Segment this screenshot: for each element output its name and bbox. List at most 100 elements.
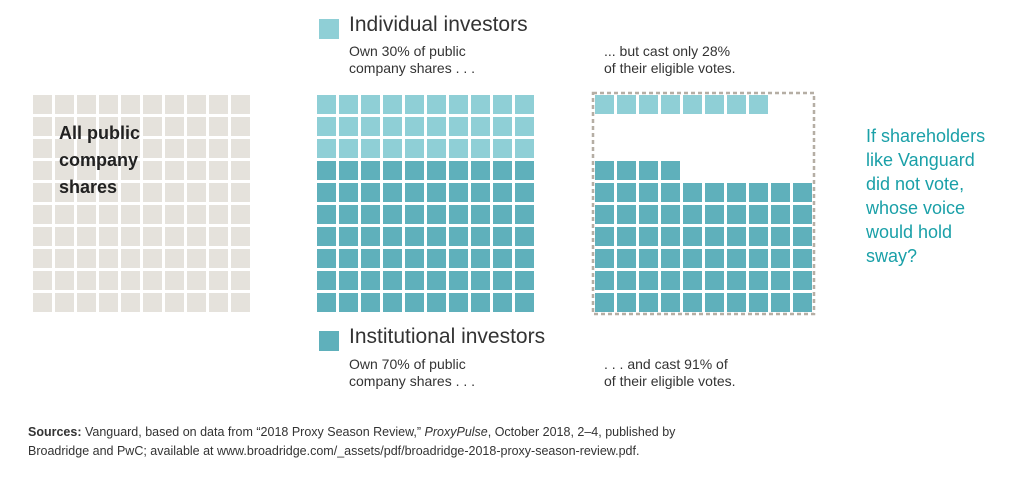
institutional-vote-cell [683, 183, 702, 202]
institutional-vote-cell [639, 227, 658, 246]
individual-share-cell [339, 139, 358, 158]
institutional-vote-cell [683, 293, 702, 312]
all-shares-title: All public company shares [59, 123, 140, 197]
individual-share-cell [361, 95, 380, 114]
all-shares-cell [121, 95, 140, 114]
all-shares-cell [121, 183, 140, 202]
all-shares-cell [187, 95, 206, 114]
institutional-share-cell [339, 271, 358, 290]
all-shares-cell [99, 249, 118, 268]
all-shares-cell [187, 271, 206, 290]
institutional-vote-cell [595, 293, 614, 312]
all-shares-cell [33, 139, 52, 158]
all-shares-cell [187, 117, 206, 136]
institutional-share-cell [449, 183, 468, 202]
all-shares-cell [121, 117, 140, 136]
institutional-share-cell [339, 183, 358, 202]
institutional-share-cell [317, 183, 336, 202]
institutional-share-cell [405, 161, 424, 180]
all-shares-cell [77, 139, 96, 158]
institutional-share-cell [493, 227, 512, 246]
institutional-share-cell [317, 227, 336, 246]
individual-share-cell [383, 95, 402, 114]
all-shares-cell [33, 117, 52, 136]
institutional-vote-cell [727, 271, 746, 290]
all-shares-cell [209, 227, 228, 246]
institutional-share-cell [471, 249, 490, 268]
all-shares-cell [143, 249, 162, 268]
individual-share-cell [427, 95, 446, 114]
individual-share-cell [449, 117, 468, 136]
sources-publication: ProxyPulse [424, 425, 488, 439]
institutional-share-cell [339, 161, 358, 180]
individual-share-cell [515, 117, 534, 136]
institutional-vote-cell [705, 293, 724, 312]
institutional-share-cell [427, 161, 446, 180]
all-shares-cell [99, 139, 118, 158]
individual-vote-cell [617, 95, 636, 114]
institutional-share-cell [427, 293, 446, 312]
institutional-share-cell [493, 271, 512, 290]
institutional-vote-cell [705, 205, 724, 224]
institutional-vote-cell [617, 183, 636, 202]
institutional-share-cell [361, 271, 380, 290]
individual-vote-note: ... but cast only 28% of their eligible … [604, 43, 736, 76]
institutional-vote-cell [683, 227, 702, 246]
all-shares-cell [209, 205, 228, 224]
all-shares-cell [121, 205, 140, 224]
institutional-vote-cell [661, 227, 680, 246]
institutional-share-cell [361, 161, 380, 180]
institutional-vote-cell [595, 271, 614, 290]
all-shares-cell [231, 95, 250, 114]
all-shares-cell [77, 117, 96, 136]
individual-share-cell [405, 139, 424, 158]
individual-vote-cell [749, 95, 768, 114]
individual-share-cell [493, 117, 512, 136]
institutional-vote-cell [771, 227, 790, 246]
all-shares-cell [143, 205, 162, 224]
institutional-share-cell [405, 271, 424, 290]
all-shares-cell [231, 271, 250, 290]
individual-vote-cell [595, 95, 614, 114]
individual-vote-cell [661, 95, 680, 114]
institutional-share-cell [471, 161, 490, 180]
institutional-share-cell [339, 293, 358, 312]
all-shares-cell [143, 117, 162, 136]
sources-label: Sources: [28, 425, 82, 439]
institutional-vote-cell [639, 161, 658, 180]
all-shares-cell [209, 183, 228, 202]
institutional-share-cell [515, 227, 534, 246]
individual-share-cell [361, 139, 380, 158]
all-shares-cell [121, 293, 140, 312]
individual-share-cell [471, 117, 490, 136]
all-shares-cell [55, 161, 74, 180]
institutional-share-cell [471, 183, 490, 202]
all-shares-cell [143, 227, 162, 246]
all-shares-cell [55, 117, 74, 136]
all-shares-cell [121, 161, 140, 180]
legend-swatch-individual [319, 19, 339, 39]
institutional-share-cell [383, 249, 402, 268]
all-shares-cell [231, 183, 250, 202]
all-shares-cell [165, 117, 184, 136]
institutional-share-cell [515, 183, 534, 202]
institutional-vote-note: . . . and cast 91% of of their eligible … [604, 356, 736, 389]
institutional-vote-cell [705, 183, 724, 202]
all-shares-cell [209, 139, 228, 158]
all-shares-cell [55, 205, 74, 224]
institutional-vote-cell [793, 249, 812, 268]
individual-share-cell [515, 95, 534, 114]
all-shares-cell [99, 117, 118, 136]
institutional-vote-cell [771, 271, 790, 290]
institutional-share-cell [471, 293, 490, 312]
individual-vote-cell [727, 95, 746, 114]
all-shares-cell [209, 293, 228, 312]
institutional-share-cell [405, 183, 424, 202]
institutional-vote-cell [727, 205, 746, 224]
institutional-vote-cell [661, 183, 680, 202]
individual-share-cell [493, 95, 512, 114]
institutional-vote-cell [771, 183, 790, 202]
institutional-share-cell [493, 249, 512, 268]
individual-share-cell [383, 117, 402, 136]
institutional-share-cell [515, 205, 534, 224]
